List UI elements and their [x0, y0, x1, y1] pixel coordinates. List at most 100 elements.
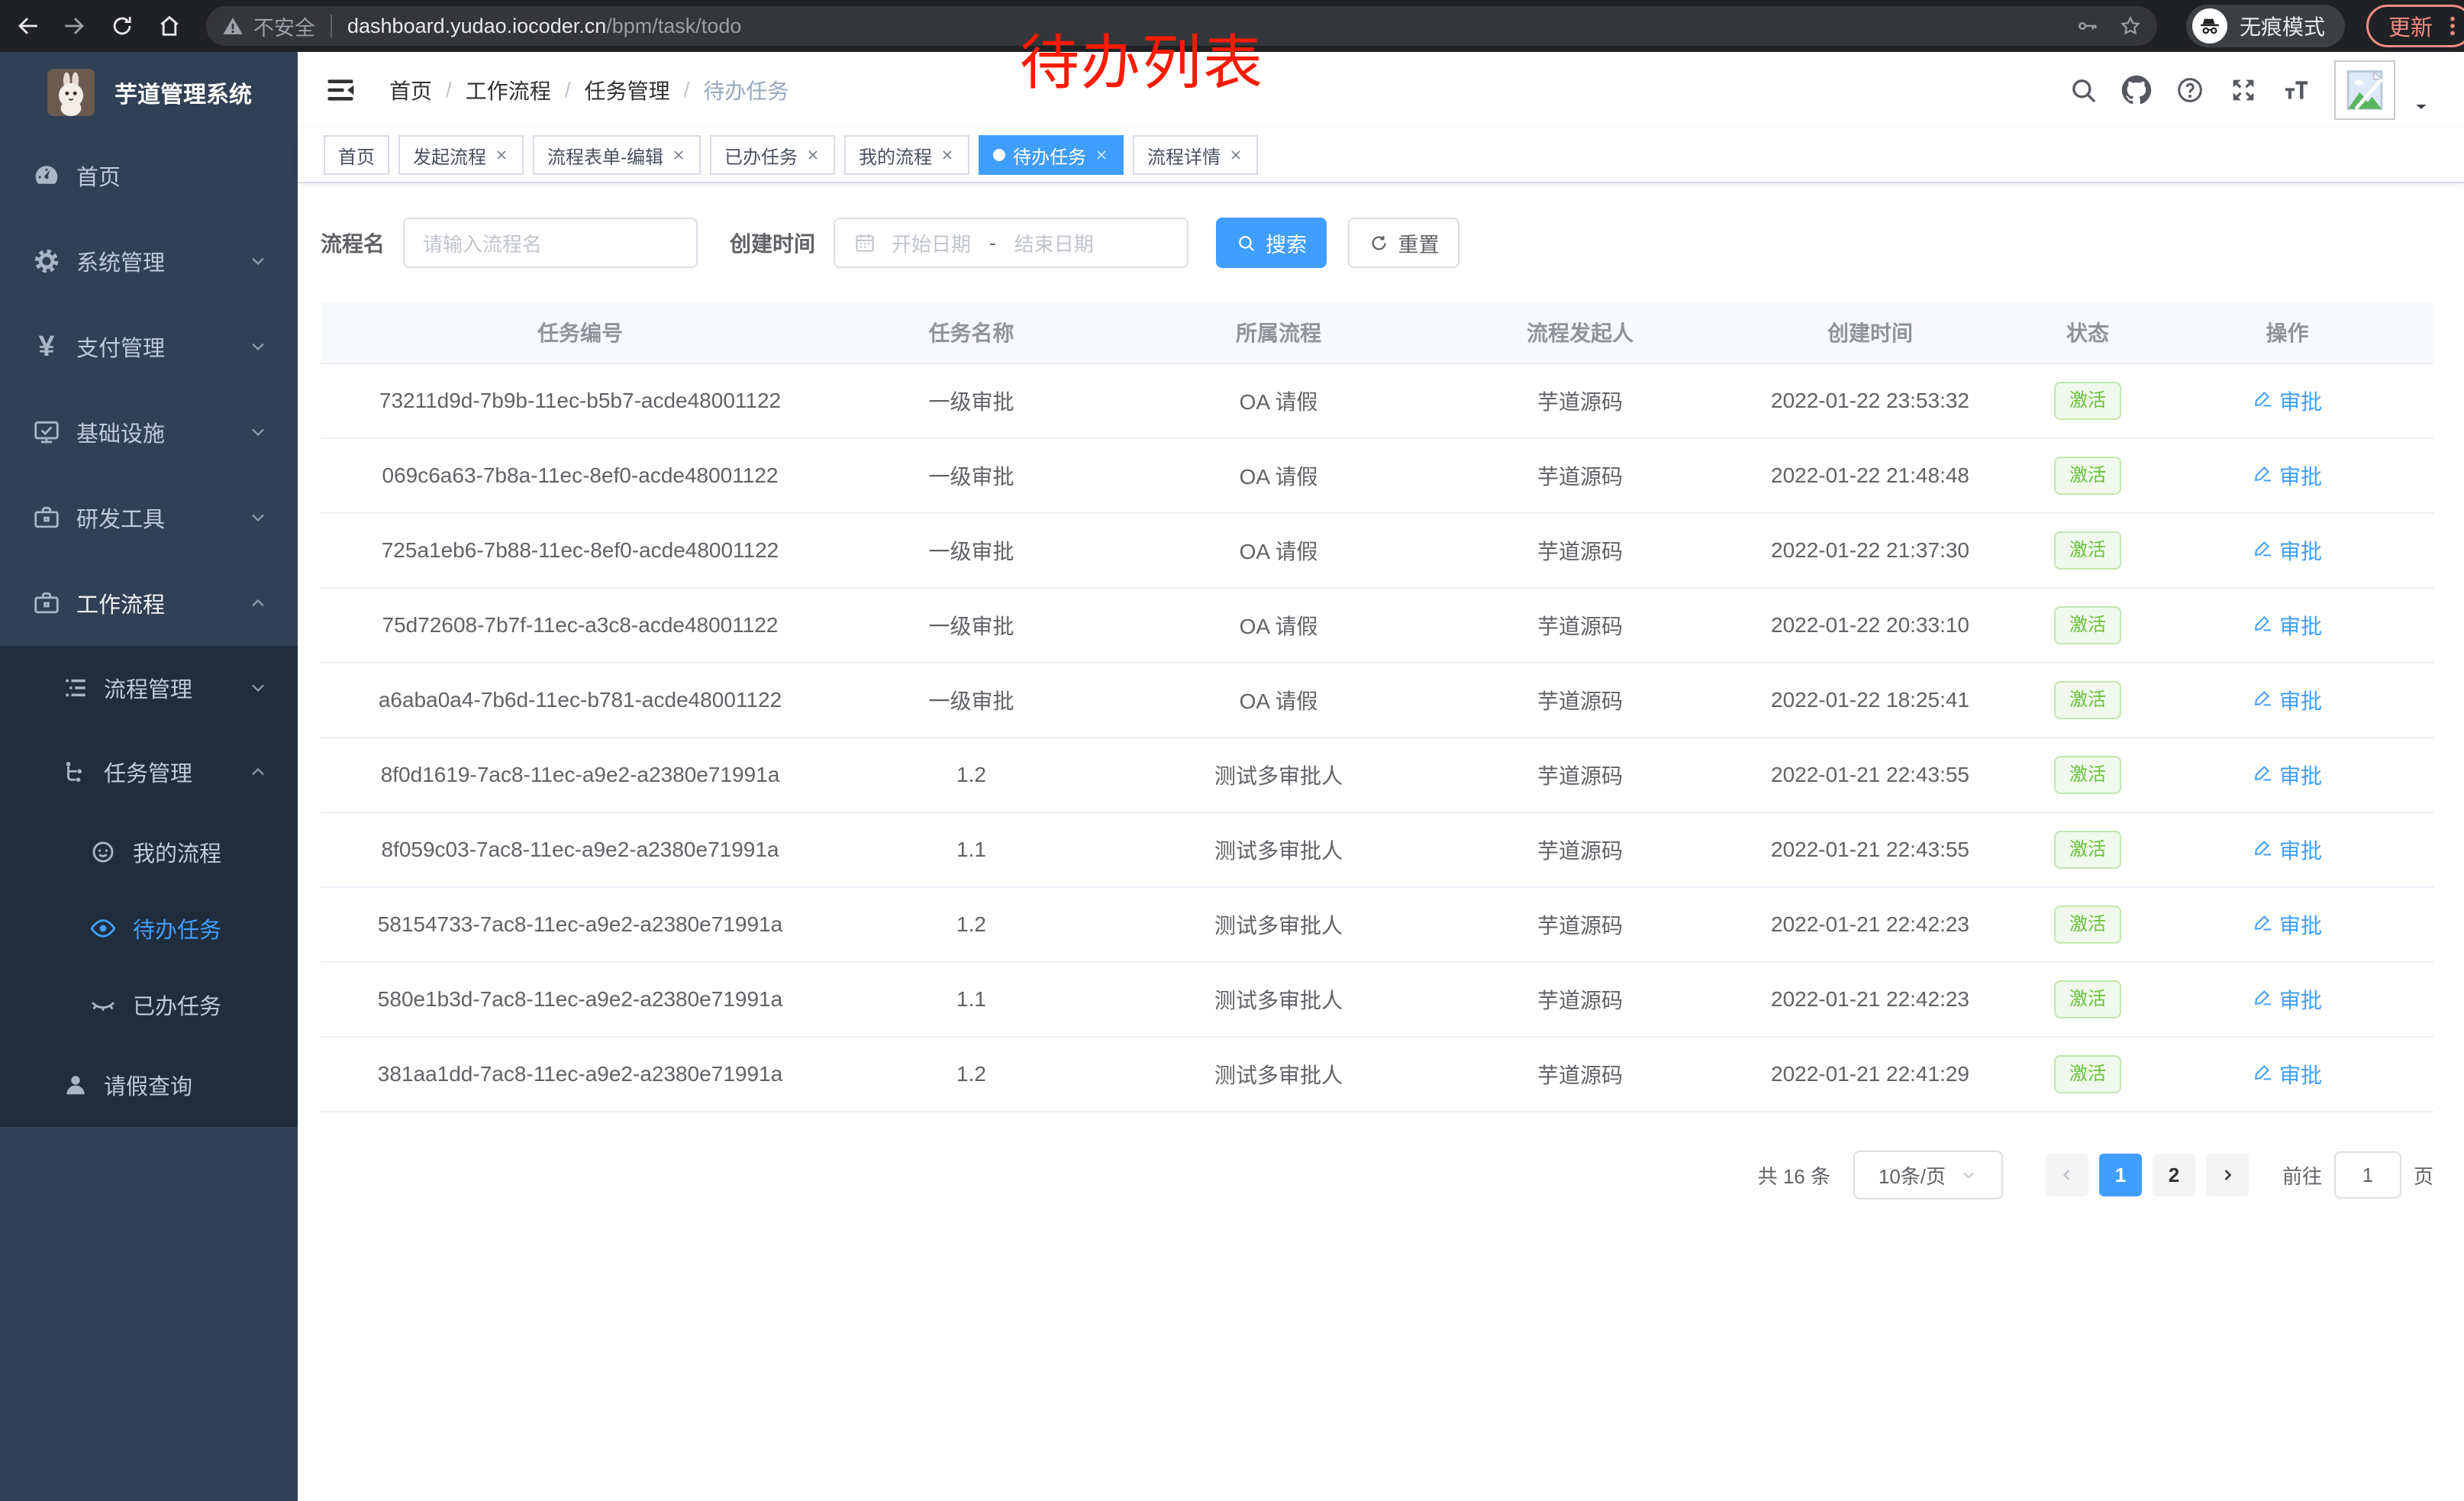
approve-link[interactable]: 审批	[2253, 460, 2322, 491]
sidebar-item-label: 任务管理	[104, 762, 193, 786]
approve-link[interactable]: 审批	[2253, 1059, 2322, 1089]
sidebar-item-dev-tools[interactable]: 研发工具	[0, 475, 298, 560]
cell-starter: 芋道源码	[1537, 989, 1623, 1012]
tab-start-process[interactable]: 发起流程	[398, 135, 524, 175]
next-page-button[interactable]	[2205, 1154, 2249, 1196]
user-icon	[60, 1070, 92, 1099]
page-size-select[interactable]: 10条/页	[1853, 1151, 2003, 1199]
close-icon[interactable]	[671, 147, 686, 163]
page-button[interactable]: 2	[2152, 1154, 2195, 1196]
cell-name: 1.1	[956, 838, 986, 861]
breadcrumb-item[interactable]: 首页	[389, 79, 433, 103]
approve-link[interactable]: 审批	[2253, 984, 2322, 1015]
cell-name: 1.2	[956, 763, 986, 786]
app-logo-row[interactable]: 芋道管理系统	[0, 52, 298, 133]
sidebar-item-task-management[interactable]: 任务管理	[0, 730, 298, 814]
sidebar-item-infrastructure[interactable]: 基础设施	[0, 389, 298, 475]
reset-button[interactable]: 重置	[1348, 218, 1460, 268]
status-badge: 激活	[2054, 606, 2121, 644]
tab-process-form-edit[interactable]: 流程表单-编辑	[533, 135, 701, 175]
font-size-icon[interactable]	[2281, 74, 2313, 106]
search-icon[interactable]	[2067, 74, 2099, 106]
main-area: 首页 / 工作流程 / 任务管理 / 待办任务 首页 发起流程 流程表单-编辑 已办任务 我的流程待…	[298, 52, 2464, 1501]
process-name-input[interactable]: 请输入流程名	[403, 218, 698, 268]
password-key-icon[interactable]	[2076, 15, 2099, 37]
sidebar-item-process-management[interactable]: 流程管理	[0, 646, 298, 730]
sidebar-item-done-tasks[interactable]: 已办任务	[0, 967, 298, 1043]
forward-icon[interactable]	[58, 9, 92, 43]
date-range-input[interactable]: 开始日期 - 结束日期	[834, 218, 1189, 268]
home-icon[interactable]	[153, 9, 186, 43]
bookmark-star-icon[interactable]	[2119, 15, 2142, 37]
column-header: 任务编号	[537, 321, 623, 345]
sidebar-item-label: 系统管理	[76, 251, 166, 276]
fullscreen-icon[interactable]	[2227, 74, 2259, 106]
cell-created: 2022-01-21 22:43:55	[1771, 763, 1969, 786]
cell-action: 审批	[2141, 460, 2433, 491]
cell-starter: 芋道源码	[1537, 764, 1623, 788]
tab-my-process[interactable]: 我的流程	[844, 135, 969, 175]
range-separator: -	[989, 231, 996, 254]
address-bar[interactable]: 不安全 dashboard.yudao.iocoder.cn/bpm/task/…	[206, 6, 2157, 46]
breadcrumb-item[interactable]: 任务管理	[584, 79, 670, 103]
approve-link[interactable]: 审批	[2253, 386, 2322, 416]
security-warning-icon[interactable]	[221, 15, 244, 37]
goto-page-input[interactable]: 1	[2333, 1151, 2401, 1199]
sidebar-item-home[interactable]: 首页	[0, 133, 298, 218]
approve-link[interactable]: 审批	[2253, 685, 2322, 715]
sidebar-item-my-process[interactable]: 我的流程	[0, 814, 298, 890]
close-icon[interactable]	[1228, 147, 1243, 163]
help-icon[interactable]	[2174, 74, 2206, 106]
status-badge: 激活	[2054, 756, 2121, 794]
cell-name: 1.1	[956, 987, 986, 1011]
approve-link[interactable]: 审批	[2253, 909, 2322, 940]
tab-done-tasks[interactable]: 已办任务	[710, 135, 835, 175]
search-button-icon	[1236, 233, 1256, 253]
cell-name: 1.2	[956, 912, 986, 936]
page-button[interactable]: 1	[2098, 1154, 2142, 1196]
approve-link[interactable]: 审批	[2253, 834, 2322, 865]
kebab-menu-icon[interactable]	[2440, 14, 2464, 38]
github-icon[interactable]	[2121, 74, 2153, 106]
sidebar-item-todo-tasks[interactable]: 待办任务	[0, 890, 298, 967]
flow-icon	[60, 757, 92, 786]
tasks-table: 任务编号 任务名称 所属流程 流程发起人 创建时间 状态 操作 73211d9d-7b9b-…	[321, 302, 2433, 1112]
approve-link-label: 审批	[2279, 989, 2322, 1012]
approve-link[interactable]: 审批	[2253, 535, 2322, 566]
prev-page-button[interactable]	[2045, 1154, 2088, 1196]
sidebar-collapse-icon[interactable]	[324, 73, 357, 107]
tab-home[interactable]: 首页	[324, 135, 389, 175]
cell-id: 8f0d1619-7ac8-11ec-a9e2-a2380e71991a	[380, 763, 780, 786]
sidebar-item-system-management[interactable]: 系统管理	[0, 218, 298, 304]
approve-link[interactable]: 审批	[2253, 760, 2322, 790]
browser-update-menu-button[interactable]: 更新	[2366, 5, 2464, 47]
cell-status: 激活	[2034, 1055, 2141, 1093]
search-button[interactable]: 搜索	[1216, 218, 1327, 268]
goto-page: 前往 1 页	[2282, 1151, 2433, 1199]
table-row: 75d72608-7b7f-11ec-a3c8-acde48001122 一级审批…	[321, 587, 2433, 662]
toolbox-icon	[31, 589, 63, 618]
breadcrumb-item[interactable]: 工作流程	[465, 79, 551, 103]
sidebar-item-workflow[interactable]: 工作流程	[0, 560, 298, 646]
chevron-down-icon	[1959, 1166, 1978, 1184]
face-icon	[87, 838, 119, 867]
cell-process: 测试多审批人	[1214, 764, 1343, 788]
reload-icon[interactable]	[105, 9, 139, 43]
tab-process-detail[interactable]: 流程详情	[1133, 135, 1258, 175]
avatar-caret-icon[interactable]	[2412, 98, 2430, 116]
back-icon[interactable]	[11, 9, 44, 43]
sidebar-item-leave-query[interactable]: 请假查询	[0, 1043, 298, 1127]
cell-process: OA 请假	[1239, 540, 1318, 563]
cell-action: 审批	[2141, 610, 2433, 641]
cell-process: OA 请假	[1239, 615, 1318, 638]
close-icon[interactable]	[805, 147, 821, 163]
active-tab-dot	[993, 149, 1005, 161]
close-icon[interactable]	[1094, 147, 1109, 163]
sidebar-item-payment-management[interactable]: ¥ 支付管理	[0, 304, 298, 389]
approve-link[interactable]: 审批	[2253, 610, 2322, 641]
avatar[interactable]	[2334, 60, 2395, 120]
tab-todo-tasks[interactable]: 待办任务	[979, 135, 1124, 175]
close-icon[interactable]	[940, 147, 955, 163]
close-icon[interactable]	[494, 147, 509, 163]
cell-status: 激活	[2034, 905, 2141, 944]
